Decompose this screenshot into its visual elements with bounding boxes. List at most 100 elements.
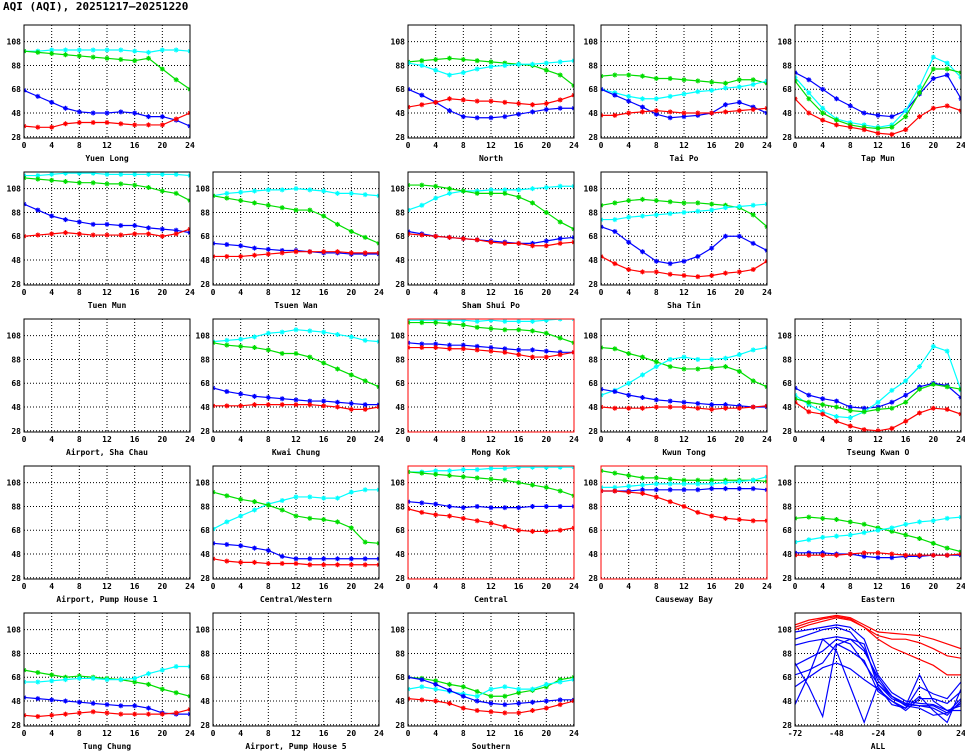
data-point xyxy=(612,228,618,234)
plot-frame xyxy=(407,612,575,727)
data-point xyxy=(834,418,839,424)
x-tick-label: 24 xyxy=(569,435,579,444)
x-tick-label: 24 xyxy=(762,582,772,591)
panel-title: Central/Western xyxy=(260,595,332,604)
panel-title: ALL xyxy=(871,742,886,751)
data-point xyxy=(252,545,257,551)
data-point xyxy=(348,228,354,234)
x-tick-label: 12 xyxy=(291,729,301,738)
x-tick-label: 24 xyxy=(762,141,772,150)
plot-frame xyxy=(407,465,575,580)
x-tick-label: 16 xyxy=(901,141,911,150)
data-point xyxy=(419,102,425,108)
data-point xyxy=(63,47,68,53)
data-point xyxy=(820,402,826,408)
data-point xyxy=(293,513,299,519)
data-point xyxy=(90,221,96,227)
data-point xyxy=(173,47,179,53)
data-point xyxy=(63,179,68,185)
x-tick-label: 24 xyxy=(185,435,195,444)
data-point xyxy=(750,77,756,83)
y-tick-label: 68 xyxy=(782,379,792,388)
data-point xyxy=(653,364,659,370)
x-tick-label: 0 xyxy=(22,435,27,444)
data-point xyxy=(362,406,368,412)
data-point xyxy=(224,190,230,196)
x-tick-label: 8 xyxy=(848,435,853,444)
data-point xyxy=(321,556,327,562)
data-point xyxy=(944,552,950,558)
data-point xyxy=(557,697,563,703)
data-point xyxy=(279,402,285,408)
data-point xyxy=(238,559,244,565)
data-point xyxy=(667,199,673,205)
panel-title: Kwun Tong xyxy=(662,448,706,457)
data-point xyxy=(433,501,439,507)
data-point xyxy=(653,481,659,487)
data-point xyxy=(159,172,165,177)
data-point xyxy=(930,343,936,349)
data-point xyxy=(293,249,299,255)
data-point xyxy=(903,114,909,120)
data-point xyxy=(362,402,368,408)
data-point xyxy=(76,53,82,59)
data-point xyxy=(557,183,563,189)
data-point xyxy=(889,405,895,411)
data-point xyxy=(118,223,124,229)
data-point xyxy=(695,78,701,84)
data-point xyxy=(695,356,701,362)
data-point xyxy=(265,246,271,252)
data-point xyxy=(612,470,618,476)
data-point xyxy=(612,261,618,267)
data-point xyxy=(118,232,124,238)
y-tick-label: 108 xyxy=(196,626,211,635)
data-point xyxy=(76,180,82,186)
data-point xyxy=(667,364,673,370)
data-point xyxy=(557,72,563,78)
y-tick-label: 108 xyxy=(7,185,22,194)
data-point xyxy=(224,242,230,248)
x-tick-label: 4 xyxy=(626,288,631,297)
y-tick-label: 48 xyxy=(11,109,21,118)
x-tick-label: -72 xyxy=(788,729,803,738)
x-tick-label: 4 xyxy=(49,435,54,444)
data-point xyxy=(460,474,466,480)
y-tick-label: 88 xyxy=(11,502,21,511)
data-point xyxy=(944,348,950,354)
data-point xyxy=(63,52,68,58)
y-tick-label: 108 xyxy=(778,38,793,47)
data-point xyxy=(530,466,535,470)
data-point xyxy=(335,519,340,525)
data-point xyxy=(834,96,839,102)
data-point xyxy=(474,689,480,695)
y-tick-label: 28 xyxy=(11,280,21,289)
data-point xyxy=(49,712,55,718)
data-point xyxy=(433,341,439,347)
data-point xyxy=(348,525,354,531)
data-point xyxy=(35,49,41,55)
data-point xyxy=(502,187,508,193)
data-point xyxy=(543,106,549,112)
data-point xyxy=(488,319,494,323)
data-point xyxy=(419,697,425,703)
data-point xyxy=(695,487,701,493)
data-point xyxy=(695,509,701,515)
data-point xyxy=(146,671,151,677)
data-point xyxy=(695,89,701,95)
series-group xyxy=(601,72,767,121)
data-point xyxy=(474,343,480,349)
data-point xyxy=(502,466,508,471)
data-point xyxy=(362,562,368,568)
data-point xyxy=(35,207,41,213)
x-tick-label: 20 xyxy=(929,435,939,444)
y-tick-label: 28 xyxy=(200,427,210,436)
data-point xyxy=(736,269,742,275)
y-tick-label: 28 xyxy=(782,427,792,436)
data-point xyxy=(806,392,812,398)
x-tick-label: 12 xyxy=(486,141,496,150)
data-point xyxy=(433,56,439,62)
data-point xyxy=(847,404,853,410)
y-tick-label: 108 xyxy=(196,185,211,194)
